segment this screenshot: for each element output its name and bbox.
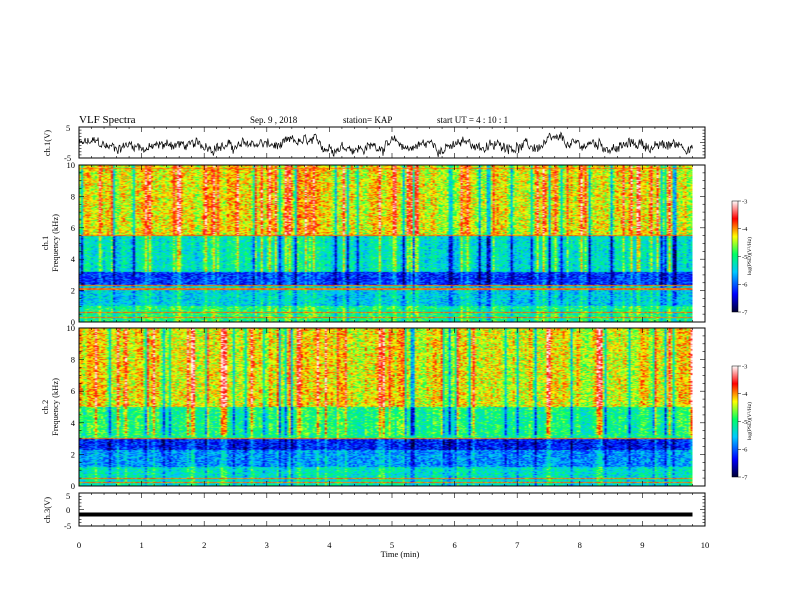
time-axis-tick-label: 10	[701, 540, 710, 550]
ch2-spectrogram-panel: 0 2 4 6 8 10 ch.2 Frequency (kHz)	[40, 323, 706, 491]
ch2-colorbar-tick-label: -3	[742, 363, 747, 370]
ch2-spectrogram-ytick-label: 2	[71, 449, 75, 459]
ch1-spectrogram-panel: 0 2 4 6 8 10 ch.1 Frequency (kHz)	[40, 160, 706, 327]
ch2-colorbar-tick-label: -5	[742, 419, 747, 426]
ch1-spectrogram-ytick-label: 8	[71, 191, 75, 201]
ch1-waveform-line	[78, 131, 693, 158]
ch2-spectrogram-ytick-label: 8	[71, 355, 75, 365]
ch3-waveform-panel: 5 0 -5 ch.3(V)	[42, 491, 706, 531]
ch1-spectrogram-ytick-label: 0	[71, 317, 75, 327]
ch2-spectrogram-ylabel: ch.2 Frequency (kHz)	[40, 378, 60, 436]
ch2-spectrogram-ytick-label: 4	[71, 418, 76, 428]
ch1-colorbar-tick-label: -3	[742, 198, 747, 205]
ch1-waveform-ylabel: ch.1(V)	[42, 130, 52, 156]
ch2-colorbar: -3 -4 -5 -6 -7 log(PSD)(V²/Hz)	[731, 363, 753, 481]
ch1-spectrogram-ytick-label: 2	[71, 286, 75, 296]
ch2-spectrogram-ytick-label: 10	[67, 323, 76, 333]
ch3-waveform-ylabel: ch.3(V)	[42, 497, 52, 523]
ch1-ytick-bottom: -5	[64, 153, 71, 163]
time-axis-tick-label: 0	[77, 540, 81, 550]
ch1-waveform-panel: 5 -5 ch.1(V)	[42, 123, 706, 163]
ch3-waveform-ticks	[78, 492, 706, 527]
ch1-colorbar-tick-label: -4	[742, 226, 748, 233]
start-time-label: start UT = 4 : 10 : 1	[437, 115, 508, 125]
ch2-spectrogram-ytick-label: 6	[71, 386, 75, 396]
ch1-spectrogram-image	[79, 165, 693, 322]
time-axis-tick-label: 4	[327, 540, 332, 550]
date-label: Sep. 9 , 2018	[250, 115, 298, 125]
ch2-spectrogram-image	[79, 328, 693, 486]
ch1-colorbar-tick-label: -6	[742, 282, 748, 289]
ch3-ytick-top: 5	[66, 491, 70, 501]
time-axis: 0 1 2 3 4 5 6 7 8 9 10	[77, 540, 709, 550]
ch2-colorbar-tick-label: -4	[742, 391, 748, 398]
ch1-spectrogram-ylabel-line2: Frequency (kHz)	[50, 214, 60, 272]
ch2-spectrogram-ticks: 0 2 4 6 8 10	[67, 323, 706, 491]
ch1-waveform-ticks	[78, 126, 706, 159]
ch1-colorbar-tick-label: -7	[742, 309, 748, 316]
ch2-colorbar-ticks: -3 -4 -5 -6 -7	[738, 363, 748, 481]
ch3-ytick-bottom: -5	[64, 521, 71, 531]
time-axis-tick-label: 2	[202, 540, 206, 550]
time-axis-tick-label: 5	[390, 540, 394, 550]
time-axis-tick-label: 8	[578, 540, 582, 550]
ch1-spectrogram-ylabel: ch.1 Frequency (kHz)	[40, 214, 60, 272]
ch1-spectrogram-ticks: 0 2 4 6 8 10	[67, 160, 706, 327]
time-axis-tick-label: 3	[265, 540, 269, 550]
time-axis-tick-label: 9	[640, 540, 644, 550]
time-axis-tick-label: 7	[515, 540, 519, 550]
ch1-spectrogram-ytick-label: 10	[67, 160, 76, 170]
ch2-spectrogram-ytick-label: 0	[71, 481, 75, 491]
figure-title: VLF Spectra	[79, 114, 136, 126]
ch1-spectrogram-ylabel-line1: ch.1	[40, 236, 50, 250]
ch2-colorbar-tick-label: -7	[742, 474, 748, 481]
ch1-ytick-top: 5	[66, 123, 70, 133]
station-label: station= KAP	[343, 115, 392, 125]
ch2-colorbar-gradient	[731, 365, 739, 478]
ch1-spectrogram-ytick-label: 4	[71, 254, 76, 264]
ch1-colorbar-ticks: -3 -4 -5 -6 -7	[738, 198, 748, 316]
ch2-spectrogram-ylabel-line2: Frequency (kHz)	[50, 378, 60, 436]
ch2-colorbar-label: log(PSD)(V²/Hz)	[746, 402, 753, 440]
ch2-colorbar-tick-label: -6	[742, 447, 748, 454]
time-axis-label: Time (min)	[381, 549, 420, 559]
ch3-waveform-frame	[78, 492, 706, 527]
ch1-colorbar: -3 -4 -5 -6 -7 log(PSD)(V²/Hz)	[731, 198, 753, 316]
time-axis-tick-label: 6	[452, 540, 456, 550]
ch3-ytick-mid: 0	[66, 505, 70, 515]
ch2-spectrogram-ylabel-line1: ch.2	[40, 400, 50, 414]
ch1-spectrogram-ytick-label: 6	[71, 223, 75, 233]
ch1-colorbar-label: log(PSD)(V²/Hz)	[746, 237, 753, 275]
ch3-waveform-line	[79, 512, 693, 517]
time-axis-tick-label: 1	[139, 540, 143, 550]
ch1-colorbar-tick-label: -5	[742, 254, 747, 261]
ch1-colorbar-gradient	[731, 200, 739, 313]
